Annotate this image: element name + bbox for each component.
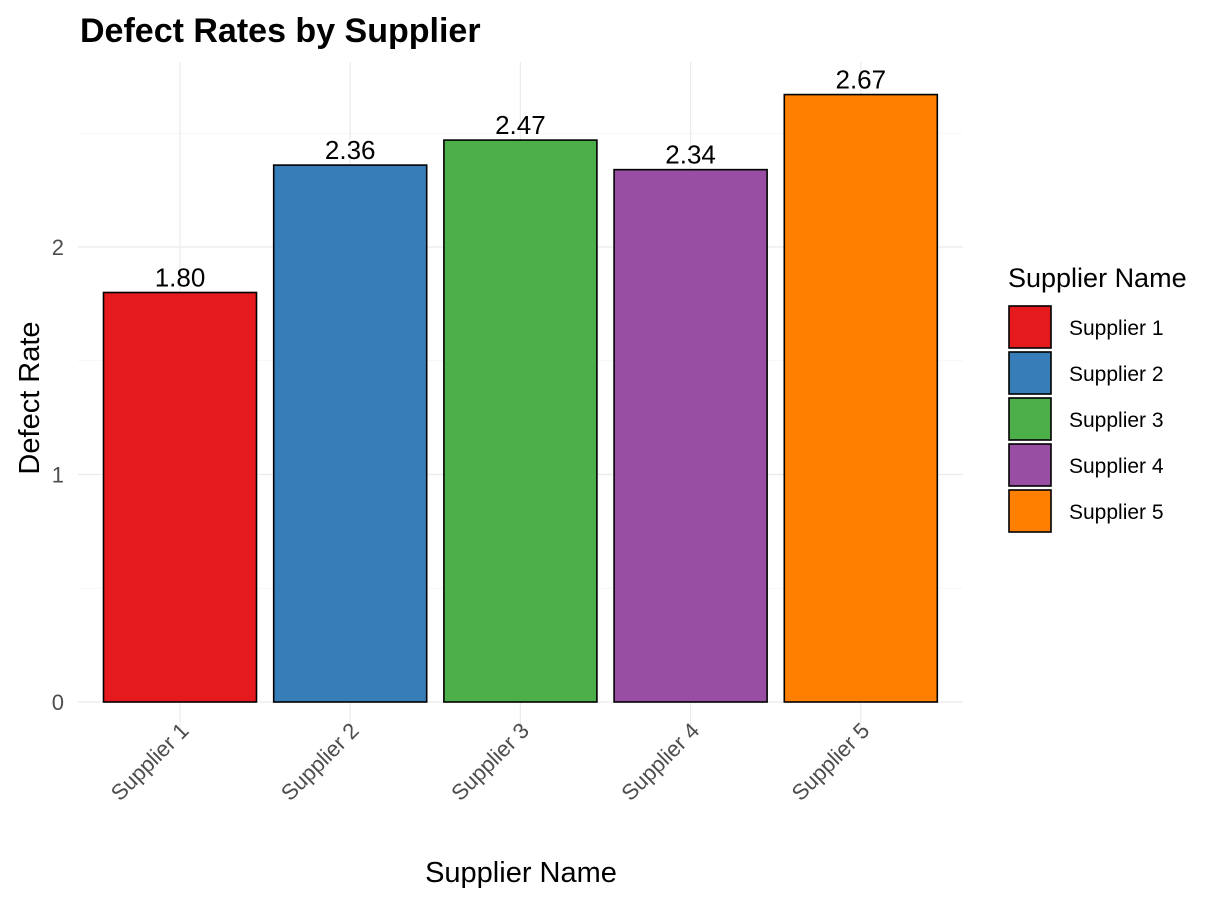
x-tick-label: Supplier 4 [616,718,704,806]
y-tick-label: 1 [52,463,64,488]
y-axis-title: Defect Rate [14,321,46,474]
x-tick-label: Supplier 1 [106,718,194,806]
legend-title: Supplier Name [1008,263,1187,293]
bar-supplier-2 [272,164,428,703]
bar-supplier-3 [443,139,598,703]
data-label: 2.34 [665,140,716,170]
x-tick-label: Supplier 2 [276,718,364,806]
x-tick-label: Supplier 3 [446,718,534,806]
x-tick-label: Supplier 5 [787,718,875,806]
x-axis-ticks: Supplier 1 Supplier 2 Supplier 3 Supplier 4… [106,718,875,806]
chart-title: Defect Rates by Supplier [80,12,481,50]
legend-key-supplier-3 [1008,397,1052,441]
data-labels: 1.80 2.36 2.47 2.34 2.67 [155,65,886,293]
legend-key-supplier-4 [1008,443,1052,487]
y-tick-label: 2 [52,235,64,260]
legend-label: Supplier 4 [1069,455,1164,478]
legend-label: Supplier 1 [1069,317,1164,340]
bar-supplier-4 [613,168,768,703]
legend-key-supplier-1 [1008,305,1052,349]
y-tick-label: 0 [52,690,64,715]
data-label: 1.80 [155,263,206,293]
y-axis-ticks: 0 1 2 [52,235,64,715]
legend-label: Supplier 3 [1069,409,1164,432]
legend-key-supplier-2 [1008,351,1052,395]
bar-supplier-1 [102,291,258,703]
legend-label: Supplier 5 [1069,501,1164,524]
data-label: 2.47 [495,110,546,140]
data-label: 2.36 [325,135,376,165]
x-axis-title: Supplier Name [425,857,617,889]
legend-label: Supplier 2 [1069,363,1164,386]
legend-key-supplier-5 [1008,489,1052,533]
legend: Supplier Name Supplier 1 Supplier 2 Suppli… [1008,263,1187,533]
data-label: 2.67 [835,65,886,95]
bar-supplier-5 [783,93,939,703]
bars [102,93,939,703]
